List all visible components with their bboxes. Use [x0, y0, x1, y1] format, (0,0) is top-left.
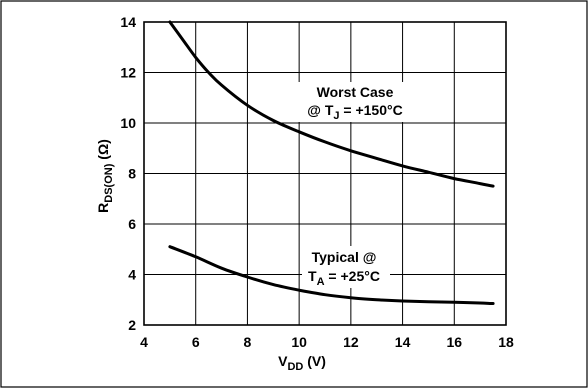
- annotation-typical-line1: Typical @: [312, 249, 377, 265]
- curves: [168, 20, 495, 305]
- annotation-typical-line2: TA = +25°C: [308, 268, 380, 288]
- grid: [144, 22, 506, 325]
- annotation-worst-case-line2: @ TJ = +150°C: [307, 102, 402, 122]
- annotation-worst-case: Worst Case @ TJ = +150°C: [296, 82, 418, 122]
- annotation-typical: Typical @ TA = +25°C: [302, 246, 390, 288]
- x-axis-label: VDD (V): [278, 353, 326, 373]
- curve-worst-case: [168, 20, 495, 188]
- x-tick-label: 10: [291, 334, 307, 350]
- x-tick-labels: 4 6 8 10 12 14 16 18: [140, 334, 514, 350]
- x-tick-label: 4: [140, 334, 148, 350]
- y-tick-label: 4: [128, 267, 136, 283]
- curve-typical: [168, 245, 495, 305]
- x-tick-label: 18: [498, 334, 514, 350]
- y-tick-label: 6: [128, 216, 136, 232]
- x-tick-label: 14: [395, 334, 411, 350]
- y-tick-label: 14: [120, 14, 136, 30]
- annotation-worst-case-line1: Worst Case: [317, 84, 394, 100]
- y-tick-label: 10: [120, 115, 136, 131]
- y-axis-label: RDS(ON) (Ω): [95, 139, 115, 213]
- annotation-worst-case-background: [296, 82, 418, 122]
- x-tick-label: 16: [446, 334, 462, 350]
- x-tick-label: 12: [343, 334, 359, 350]
- y-tick-labels: 2 4 6 8 10 12 14: [120, 14, 136, 333]
- y-tick-label: 2: [128, 317, 136, 333]
- y-tick-label: 8: [128, 166, 136, 182]
- x-tick-label: 8: [244, 334, 252, 350]
- y-tick-label: 12: [120, 65, 136, 81]
- x-tick-label: 6: [192, 334, 200, 350]
- plot-area: [143, 21, 507, 326]
- annotation-typical-background: [302, 246, 390, 288]
